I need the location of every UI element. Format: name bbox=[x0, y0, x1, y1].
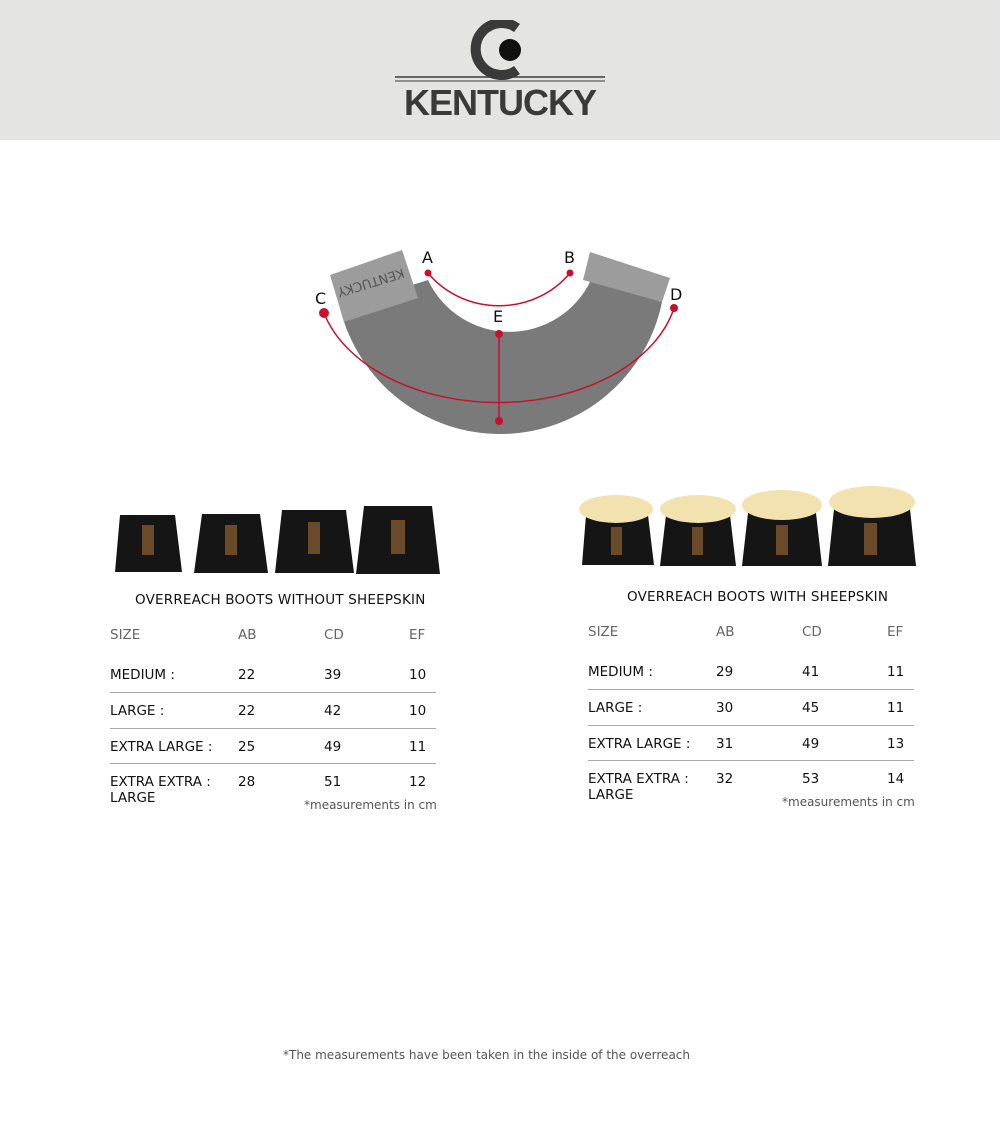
cell-ef: 11 bbox=[887, 689, 914, 726]
table-header: SIZE AB CD EF bbox=[110, 627, 436, 657]
table-row: EXTRA LARGE :25 49 11 bbox=[110, 728, 436, 764]
table-row: EXTRA EXTRA : LARGE 28 51 12 bbox=[110, 764, 436, 806]
cell-cd: 53 bbox=[802, 771, 820, 787]
point-e bbox=[495, 330, 503, 338]
cell-size: EXTRA LARGE : bbox=[110, 728, 238, 764]
cell-cd: 51 bbox=[324, 774, 342, 790]
label-a: A bbox=[422, 248, 433, 267]
cell-ef: 14 bbox=[887, 771, 905, 787]
header: KENTUCKY bbox=[0, 0, 1000, 140]
header-size: SIZE bbox=[110, 627, 141, 643]
table-row: MEDIUM :22 39 10 bbox=[110, 657, 436, 693]
cell-cd: 45 bbox=[802, 689, 887, 726]
cell-size: EXTRA EXTRA : LARGE bbox=[588, 771, 689, 803]
cell-ef: 11 bbox=[887, 654, 914, 690]
tab-left bbox=[330, 250, 418, 322]
cell-size: LARGE : bbox=[588, 689, 716, 726]
cell-cd: 39 bbox=[324, 657, 409, 693]
cell-ab: 25 bbox=[238, 728, 324, 764]
label-b: B bbox=[564, 248, 575, 267]
cell-size: MEDIUM : bbox=[588, 654, 716, 690]
table-row: MEDIUM :29 41 11 bbox=[588, 654, 914, 690]
point-a bbox=[424, 269, 432, 277]
point-b bbox=[566, 269, 574, 277]
table-header: SIZE AB CD EF bbox=[588, 624, 914, 654]
boot-band bbox=[340, 280, 662, 435]
cell-ef: 13 bbox=[887, 725, 914, 761]
label-c: C bbox=[315, 289, 326, 308]
cell-size: LARGE : bbox=[110, 692, 238, 729]
size-table-without-sheepskin: SIZE AB CD EF MEDIUM :22 39 10 LARGE :22 42… bbox=[110, 627, 436, 806]
cell-ab: 28 bbox=[238, 774, 256, 790]
header-ab: AB bbox=[238, 627, 257, 643]
cell-ab: 31 bbox=[716, 725, 802, 761]
boots-without-sheepskin-image bbox=[115, 506, 440, 574]
table-row: EXTRA LARGE :31 49 13 bbox=[588, 725, 914, 761]
brand-name: KENTUCKY bbox=[403, 82, 597, 123]
table-row: LARGE :30 45 11 bbox=[588, 689, 914, 726]
units-note: *measurements in cm bbox=[782, 795, 915, 809]
table-row: EXTRA EXTRA : LARGE 32 53 14 bbox=[588, 761, 914, 803]
cell-ab: 22 bbox=[238, 657, 324, 693]
header-cd: CD bbox=[802, 624, 822, 640]
header-ef: EF bbox=[887, 624, 904, 640]
cell-ab: 30 bbox=[716, 689, 802, 726]
header-size: SIZE bbox=[588, 624, 619, 640]
label-d: D bbox=[670, 285, 682, 304]
cell-ab: 32 bbox=[716, 771, 734, 787]
size-table-with-sheepskin: SIZE AB CD EF MEDIUM :29 41 11 LARGE :30 45… bbox=[588, 624, 914, 803]
cell-size: MEDIUM : bbox=[110, 657, 238, 693]
cell-size: EXTRA LARGE : bbox=[588, 725, 716, 761]
measurement-diagram: KENTUCKY A B C D E bbox=[315, 248, 682, 435]
kentucky-logo[interactable]: KENTUCKY bbox=[392, 18, 608, 125]
cell-cd: 41 bbox=[802, 654, 887, 690]
tab-right bbox=[583, 252, 670, 302]
point-e-bottom bbox=[495, 417, 503, 425]
cell-cd: 42 bbox=[324, 692, 409, 729]
cell-cd: 49 bbox=[802, 725, 887, 761]
cell-ab: 29 bbox=[716, 654, 802, 690]
footnote: *The measurements have been taken in the… bbox=[282, 1048, 690, 1062]
header-cd: CD bbox=[324, 627, 344, 643]
cell-ef: 10 bbox=[409, 692, 436, 729]
point-d bbox=[670, 304, 678, 312]
label-e: E bbox=[493, 307, 503, 326]
table-title-with-sheepskin: OVERREACH BOOTS WITH SHEEPSKIN bbox=[627, 589, 889, 605]
cell-cd: 49 bbox=[324, 728, 409, 764]
logo-emblem-icon bbox=[395, 18, 605, 82]
cell-ef: 10 bbox=[409, 657, 436, 693]
cell-size: EXTRA EXTRA : LARGE bbox=[110, 774, 211, 806]
units-note: *measurements in cm bbox=[304, 798, 437, 812]
point-c bbox=[319, 308, 329, 318]
header-ef: EF bbox=[409, 627, 426, 643]
table-row: LARGE :22 42 10 bbox=[110, 692, 436, 729]
cell-ef: 12 bbox=[409, 774, 427, 790]
header-ab: AB bbox=[716, 624, 735, 640]
table-title-without-sheepskin: OVERREACH BOOTS WITHOUT SHEEPSKIN bbox=[135, 592, 426, 608]
cell-ef: 11 bbox=[409, 728, 436, 764]
cell-ab: 22 bbox=[238, 692, 324, 729]
boots-with-sheepskin-image bbox=[579, 486, 916, 566]
